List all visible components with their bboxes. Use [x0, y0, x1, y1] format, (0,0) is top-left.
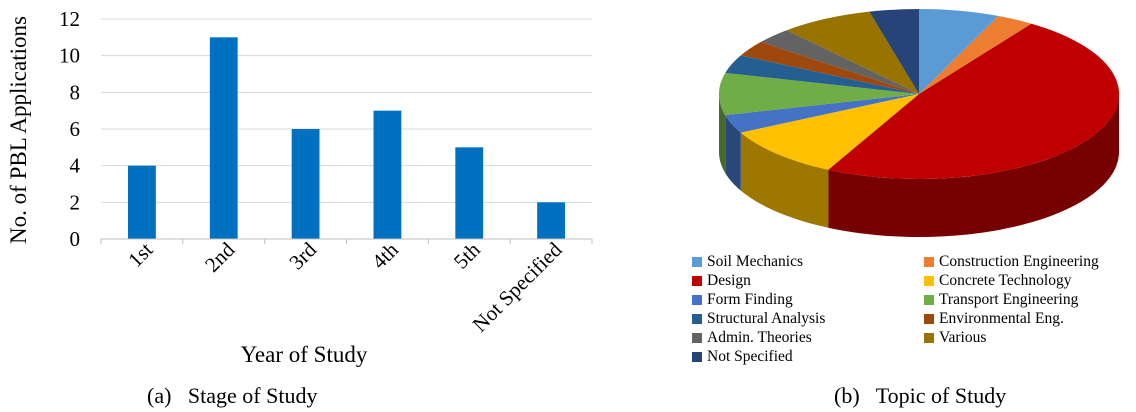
legend-label: Design — [707, 272, 751, 289]
legend-swatch — [692, 276, 702, 286]
legend-swatch — [692, 295, 702, 305]
legend-item: Construction Engineering — [924, 253, 1132, 271]
legend-item: Admin. Theories — [692, 329, 924, 347]
legend-swatch — [924, 257, 934, 267]
y-tick-label: 12 — [59, 7, 80, 31]
pie-slice-side — [828, 94, 1119, 237]
legend-label: Admin. Theories — [707, 329, 812, 346]
pie-slice — [919, 15, 1032, 95]
bar — [291, 129, 320, 239]
legend-item: Form Finding — [692, 291, 924, 309]
x-tick-label: 4th — [367, 237, 403, 273]
pie-slice — [725, 55, 919, 94]
bar-chart-x-axis-label: Year of Study — [241, 342, 368, 367]
pie-slice — [760, 30, 919, 95]
legend-swatch — [692, 333, 702, 343]
pie-slice-side — [719, 94, 726, 174]
bar — [128, 165, 156, 239]
pie-slice — [786, 11, 919, 95]
legend-item: Concrete Technology — [924, 272, 1132, 290]
legend-swatch — [924, 333, 934, 343]
legend-item: Design — [692, 272, 924, 290]
pie-slice-side — [725, 115, 741, 191]
legend-swatch — [924, 295, 934, 305]
y-tick-label: 10 — [59, 44, 80, 68]
legend-label: Transport Engineering — [939, 291, 1079, 308]
legend-swatch — [924, 314, 934, 324]
legend-item: Soil Mechanics — [692, 253, 924, 271]
pie-slice — [828, 23, 1120, 180]
pie-slice — [718, 72, 919, 116]
y-tick-label: 4 — [70, 154, 81, 178]
legend-item: Structural Analysis — [692, 310, 924, 328]
x-tick-label: 2nd — [200, 237, 240, 277]
legend-label: Construction Engineering — [939, 253, 1099, 270]
y-tick-label: 8 — [70, 80, 81, 104]
legend-swatch — [692, 314, 702, 324]
bar-chart-y-tick-labels: 0 2 4 6 8 10 12 — [59, 7, 81, 251]
x-tick-label: 1st — [123, 237, 157, 271]
bar-chart-y-axis-label: No. of PBL Applications — [6, 16, 31, 244]
legend-item: Environmental Eng. — [924, 310, 1132, 328]
bar — [209, 37, 238, 240]
pie-chart-slices — [718, 9, 1120, 180]
bar-chart-gridlines — [100, 18, 593, 244]
pie-chart-depth — [719, 94, 1119, 237]
bar-chart-bars — [128, 37, 565, 240]
y-tick-label: 6 — [70, 117, 81, 141]
pie-slice — [869, 9, 919, 94]
legend-label: Not Specified — [707, 348, 793, 365]
pie-chart — [718, 9, 1120, 237]
pie-slice — [725, 94, 919, 133]
pie-slice — [740, 41, 919, 94]
y-tick-label: 0 — [70, 227, 81, 251]
x-tick-label: 5th — [449, 237, 485, 273]
legend-label: Form Finding — [707, 291, 793, 308]
bar — [537, 202, 565, 239]
caption-topic-of-study: (b) Topic of Study — [834, 383, 1007, 408]
y-tick-label: 2 — [70, 190, 81, 214]
bar — [455, 147, 484, 239]
legend-label: Soil Mechanics — [707, 253, 803, 270]
legend-label: Concrete Technology — [939, 272, 1072, 289]
pie-slice — [919, 9, 999, 94]
legend-item: Various — [924, 329, 1132, 347]
pie-chart-legend: Soil Mechanics Construction Engineering De… — [692, 253, 1132, 366]
bar — [373, 110, 402, 240]
legend-label: Various — [939, 329, 987, 346]
legend-swatch — [692, 257, 702, 267]
x-tick-label: 3rd — [284, 237, 321, 274]
legend-item: Transport Engineering — [924, 291, 1132, 309]
legend-item: Not Specified — [692, 348, 924, 366]
x-tick-label: Not Specified — [468, 237, 567, 336]
caption-stage-of-study: (a) Stage of Study — [147, 383, 318, 408]
legend-swatch — [924, 276, 934, 286]
pie-slice-side — [740, 132, 829, 228]
legend-label: Structural Analysis — [707, 310, 826, 327]
legend-swatch — [692, 352, 702, 362]
legend-label: Environmental Eng. — [939, 310, 1064, 327]
pie-slice — [740, 94, 919, 170]
